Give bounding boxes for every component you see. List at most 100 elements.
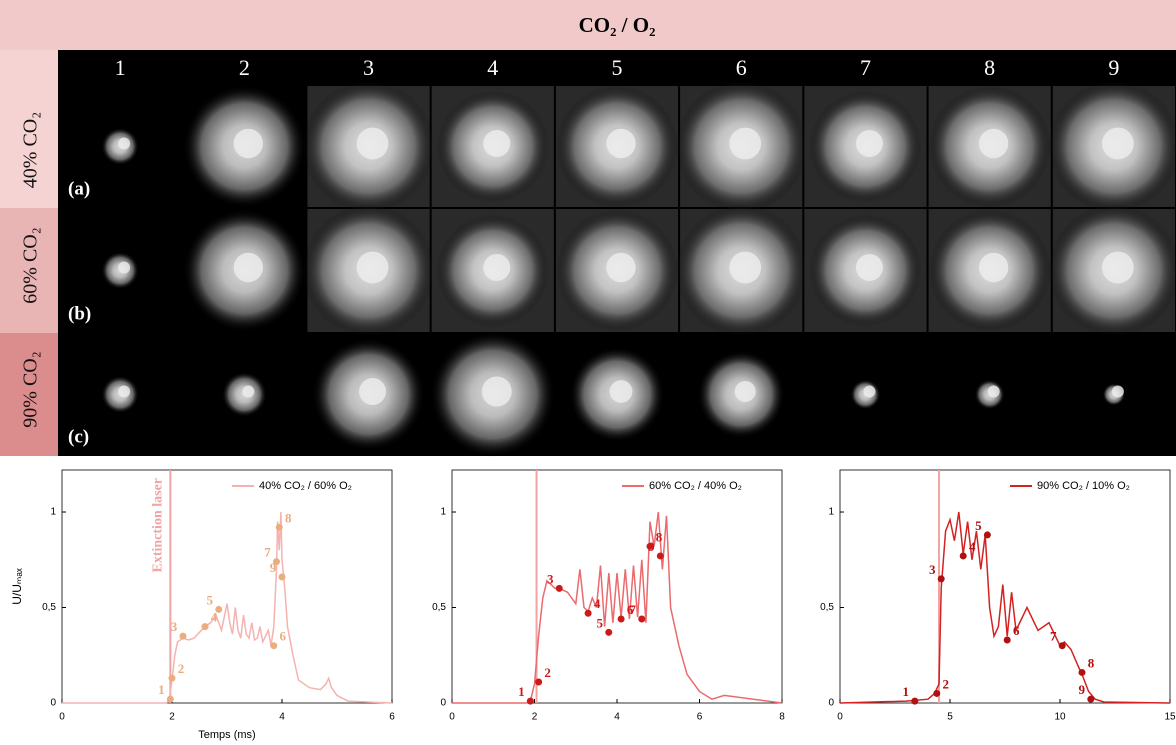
event-label: 1 bbox=[518, 684, 525, 699]
event-point bbox=[656, 552, 664, 560]
row-tag: (b) bbox=[68, 303, 91, 324]
x-tick-label: 4 bbox=[614, 712, 620, 723]
photo-core bbox=[118, 261, 131, 274]
y-tick-label: 1 bbox=[440, 507, 446, 518]
event-label: 2 bbox=[178, 661, 185, 676]
photo-core bbox=[118, 385, 131, 398]
legend-label: 60% CO₂ / 40% O₂ bbox=[649, 480, 742, 492]
column-number: 4 bbox=[487, 55, 498, 80]
column-number: 6 bbox=[736, 55, 747, 80]
event-point bbox=[270, 642, 278, 650]
y-tick-label: 1 bbox=[828, 507, 834, 518]
plot-frame bbox=[451, 469, 783, 704]
row-band bbox=[0, 333, 58, 456]
event-label: 4 bbox=[211, 610, 218, 625]
laser-label: Extinction laser bbox=[151, 478, 166, 573]
event-point bbox=[617, 615, 625, 623]
x-tick-label: 0 bbox=[449, 712, 455, 723]
legend-label: 90% CO₂ / 10% O₂ bbox=[1037, 480, 1130, 492]
event-point bbox=[166, 695, 174, 703]
photo-core bbox=[855, 130, 883, 157]
event-point bbox=[1078, 668, 1086, 676]
x-tick-label: 0 bbox=[837, 712, 843, 723]
event-label: 5 bbox=[975, 518, 982, 533]
photo-core bbox=[233, 252, 264, 283]
photo-core bbox=[1111, 385, 1124, 398]
event-point bbox=[911, 697, 919, 705]
event-label: 1 bbox=[158, 682, 165, 697]
photo-core bbox=[483, 254, 511, 281]
column-number: 8 bbox=[984, 55, 995, 80]
event-label: 8 bbox=[1088, 655, 1095, 670]
event-point bbox=[555, 584, 563, 592]
column-number: 9 bbox=[1108, 55, 1119, 80]
event-point bbox=[1087, 695, 1095, 703]
photo-core bbox=[855, 254, 883, 281]
event-label: 3 bbox=[929, 562, 936, 577]
event-label: 3 bbox=[547, 571, 554, 586]
row-tag: (c) bbox=[68, 426, 89, 447]
photo-core bbox=[356, 251, 389, 284]
x-tick-label: 6 bbox=[389, 712, 395, 723]
event-label: 6 bbox=[1013, 623, 1020, 638]
x-tick-label: 2 bbox=[532, 712, 538, 723]
row-label: 40% CO₂ bbox=[20, 112, 42, 188]
photo-core bbox=[978, 128, 1009, 159]
y-tick-label: 1 bbox=[50, 507, 56, 518]
y-tick-label: 0,5 bbox=[432, 602, 446, 613]
row-band bbox=[0, 50, 58, 208]
event-point bbox=[937, 575, 945, 583]
column-number: 3 bbox=[363, 55, 374, 80]
event-point bbox=[273, 558, 280, 566]
y-tick-label: 0,5 bbox=[820, 602, 834, 613]
event-label: 3 bbox=[171, 619, 178, 634]
photo-core bbox=[606, 128, 636, 159]
photo-core bbox=[863, 385, 876, 398]
event-label: 5 bbox=[597, 615, 604, 630]
row-band bbox=[0, 208, 58, 333]
x-tick-label: 6 bbox=[697, 712, 703, 723]
y-axis-label: U/Uₘₐₓ bbox=[10, 568, 24, 605]
event-label: 1 bbox=[903, 684, 910, 699]
event-label: 9 bbox=[648, 539, 655, 554]
photo-core bbox=[609, 380, 633, 403]
photo-core bbox=[356, 127, 389, 160]
photo-core bbox=[987, 385, 1000, 398]
photo-core bbox=[242, 385, 255, 398]
event-point bbox=[275, 523, 283, 531]
event-label: 8 bbox=[285, 510, 292, 525]
x-tick-label: 15 bbox=[1164, 712, 1176, 723]
photo-core bbox=[118, 137, 131, 150]
y-tick-label: 0 bbox=[828, 698, 834, 709]
photo-core bbox=[729, 127, 762, 160]
event-label: 7 bbox=[1050, 629, 1057, 644]
photo-core bbox=[483, 130, 511, 157]
event-point bbox=[1058, 642, 1066, 650]
event-label: 4 bbox=[594, 596, 601, 611]
x-tick-label: 2 bbox=[169, 712, 175, 723]
column-number: 2 bbox=[239, 55, 250, 80]
x-tick-label: 10 bbox=[1054, 712, 1066, 723]
event-point bbox=[201, 623, 209, 631]
y-tick-label: 0 bbox=[440, 698, 446, 709]
event-point bbox=[933, 689, 941, 697]
event-point bbox=[1003, 636, 1011, 644]
series-line bbox=[452, 511, 783, 704]
event-point bbox=[179, 632, 187, 640]
y-tick-label: 0,5 bbox=[42, 602, 56, 613]
event-point bbox=[526, 697, 534, 705]
event-point bbox=[605, 628, 613, 636]
row-label: 90% CO₂ bbox=[20, 351, 42, 427]
x-tick-label: 0 bbox=[59, 712, 65, 723]
x-axis-label: Temps (ms) bbox=[198, 729, 255, 741]
series-line bbox=[62, 511, 393, 704]
photo-core bbox=[729, 251, 762, 284]
event-label: 4 bbox=[969, 539, 976, 554]
header-band bbox=[0, 0, 1176, 50]
y-tick-label: 0 bbox=[50, 698, 56, 709]
photo-core bbox=[481, 376, 512, 407]
event-point bbox=[168, 674, 176, 682]
x-tick-label: 5 bbox=[947, 712, 953, 723]
event-label: 9 bbox=[270, 560, 277, 575]
